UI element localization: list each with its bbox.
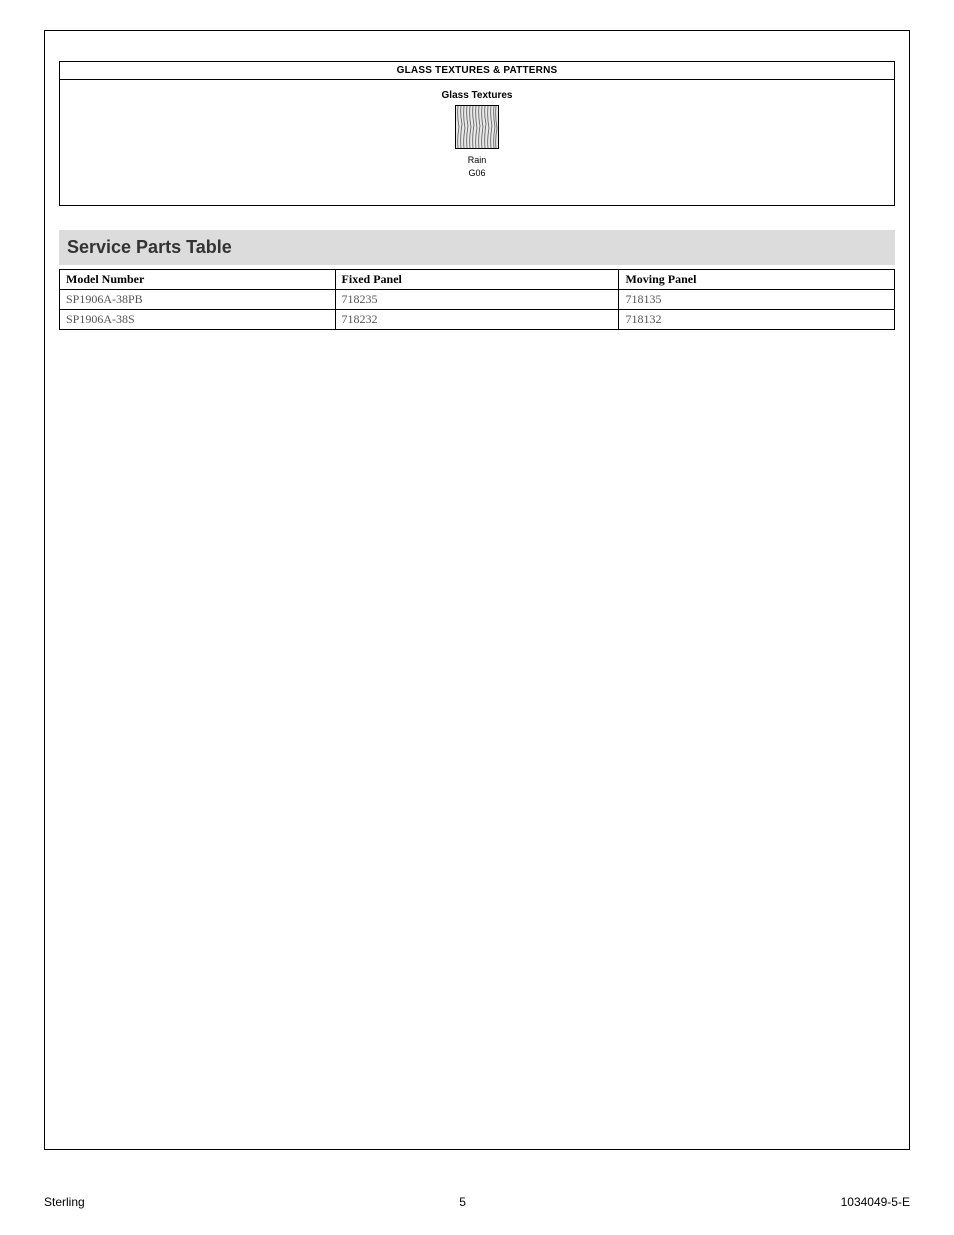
page-content-frame: GLASS TEXTURES & PATTERNS Glass Textures bbox=[44, 30, 910, 1150]
rain-texture-icon bbox=[455, 105, 499, 149]
texture-swatch-rain: Rain G06 bbox=[455, 105, 499, 179]
swatch-code: G06 bbox=[455, 168, 499, 179]
footer-doc-id: 1034049-5-E bbox=[841, 1195, 910, 1209]
cell-moving: 718132 bbox=[619, 309, 895, 329]
col-header-moving: Moving Panel bbox=[619, 269, 895, 289]
cell-model: SP1906A-38PB bbox=[60, 289, 336, 309]
glass-section-header: GLASS TEXTURES & PATTERNS bbox=[59, 61, 895, 80]
col-header-fixed: Fixed Panel bbox=[335, 269, 619, 289]
service-parts-title: Service Parts Table bbox=[59, 230, 895, 265]
footer-left: Sterling bbox=[44, 1195, 85, 1209]
cell-fixed: 718235 bbox=[335, 289, 619, 309]
glass-textures-box: Glass Textures bbox=[59, 80, 895, 206]
glass-textures-subtitle: Glass Textures bbox=[60, 90, 894, 101]
service-parts-table: Model Number Fixed Panel Moving Panel SP… bbox=[59, 269, 895, 330]
table-row: SP1906A-38PB 718235 718135 bbox=[60, 289, 895, 309]
cell-model: SP1906A-38S bbox=[60, 309, 336, 329]
cell-moving: 718135 bbox=[619, 289, 895, 309]
table-header-row: Model Number Fixed Panel Moving Panel bbox=[60, 269, 895, 289]
swatch-name: Rain bbox=[455, 155, 499, 166]
cell-fixed: 718232 bbox=[335, 309, 619, 329]
col-header-model: Model Number bbox=[60, 269, 336, 289]
table-row: SP1906A-38S 718232 718132 bbox=[60, 309, 895, 329]
page-footer: Sterling 5 1034049-5-E bbox=[44, 1195, 910, 1209]
footer-page-number: 5 bbox=[459, 1195, 466, 1209]
